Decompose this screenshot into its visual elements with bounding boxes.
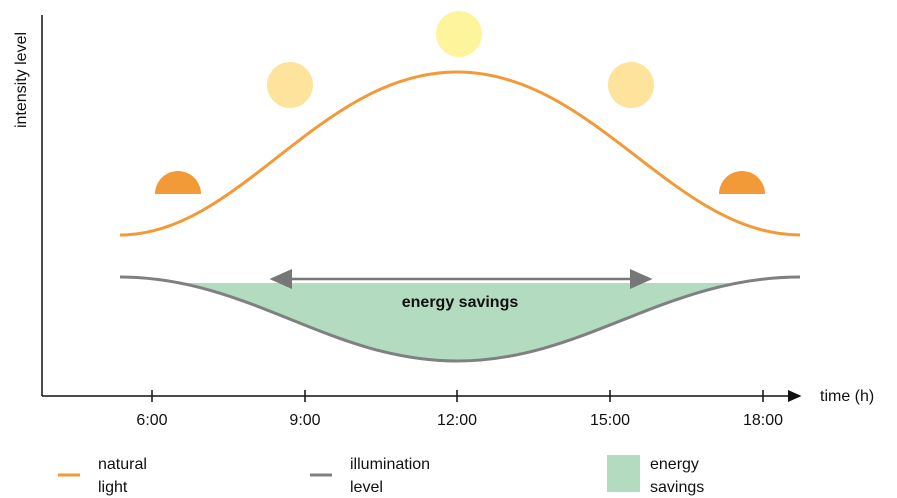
annotation: energy savings xyxy=(402,294,519,311)
sun-low xyxy=(719,171,765,194)
legend-label: illumination xyxy=(350,456,430,473)
sun-low xyxy=(155,171,201,194)
legend-label: level xyxy=(350,479,383,496)
x-axis-label: time (h) xyxy=(820,388,874,405)
legend-label: savings xyxy=(650,479,704,496)
savings-area xyxy=(120,283,800,361)
legend-label: light xyxy=(98,479,128,496)
sun-mid xyxy=(267,62,313,108)
sun-mid xyxy=(608,62,654,108)
y-axis-label: intensity level xyxy=(13,32,30,128)
x-tick-label: 6:00 xyxy=(136,412,167,429)
sun-high xyxy=(436,11,482,57)
x-tick-label: 12:00 xyxy=(437,412,477,429)
legend-label: natural xyxy=(98,456,147,473)
natural-light-curve xyxy=(119,70,801,237)
x-tick-label: 18:00 xyxy=(743,412,783,429)
illumination-curve xyxy=(119,275,801,363)
legend-swatch xyxy=(607,455,640,492)
x-tick-label: 9:00 xyxy=(289,412,320,429)
legend-label: energy xyxy=(650,456,699,473)
x-tick-label: 15:00 xyxy=(590,412,630,429)
